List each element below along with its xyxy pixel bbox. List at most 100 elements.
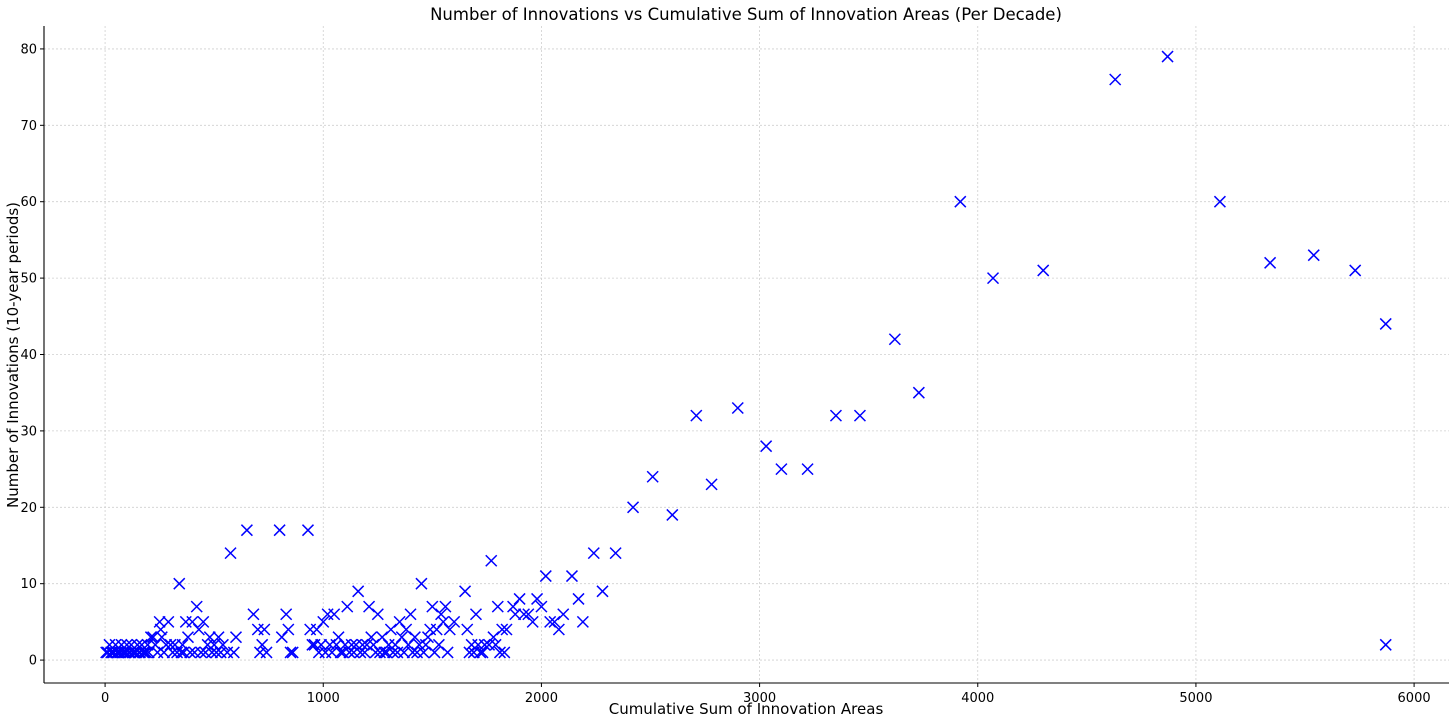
data-point [432, 638, 445, 651]
data-point [853, 409, 866, 422]
y-tick-label: 20 [20, 501, 37, 516]
data-point [609, 547, 622, 560]
data-point [705, 478, 718, 491]
data-point [400, 623, 413, 636]
data-point [151, 646, 164, 659]
data-point [888, 333, 901, 346]
data-point [330, 638, 343, 651]
data-point [138, 646, 151, 659]
data-point [459, 585, 472, 598]
data-point [627, 501, 640, 514]
data-point [500, 623, 513, 636]
data-point [539, 570, 552, 583]
data-point [493, 646, 507, 659]
data-point [334, 646, 347, 659]
data-point [282, 623, 295, 636]
data-point [1379, 638, 1392, 651]
data-point [402, 638, 415, 651]
data-point [251, 623, 264, 636]
data-point [352, 585, 365, 598]
data-point [535, 600, 548, 613]
data-point [247, 608, 260, 621]
data-point [332, 631, 345, 644]
data-point [421, 631, 435, 644]
data-point [476, 646, 489, 659]
x-tick-label: 6000 [1398, 691, 1431, 706]
x-axis-title: Cumulative Sum of Innovation Areas [609, 700, 884, 718]
data-point [393, 615, 406, 628]
data-point [406, 646, 419, 659]
data-point [227, 646, 240, 659]
data-point [552, 623, 565, 636]
data-point [275, 631, 288, 644]
data-point [544, 615, 557, 628]
data-point [358, 646, 371, 659]
data-point [157, 646, 171, 659]
x-tick-label: 5000 [1179, 691, 1212, 706]
data-point [280, 608, 293, 621]
data-point [310, 623, 323, 636]
data-point [380, 646, 393, 659]
data-point [557, 608, 570, 621]
data-point [1213, 195, 1226, 208]
data-point [354, 646, 367, 659]
data-point [284, 646, 297, 659]
data-point [666, 508, 679, 521]
data-point [160, 638, 173, 651]
data-point [646, 470, 659, 483]
data-point [485, 554, 498, 567]
data-point [587, 547, 600, 560]
data-point [498, 646, 511, 659]
data-point [1161, 50, 1174, 63]
data-point [448, 615, 461, 628]
data-point [137, 646, 150, 659]
data-point [441, 646, 454, 659]
data-point [369, 646, 382, 659]
data-point [216, 638, 229, 651]
data-point [426, 600, 439, 613]
data-point [437, 615, 450, 628]
axis-ticks: 0 1000 2000 3000 4000 5000 6000 0 10 20 30 40 50 60 70… [20, 42, 1430, 706]
data-point [229, 631, 243, 644]
data-point [162, 615, 175, 628]
data-point [478, 638, 491, 651]
data-point [775, 463, 788, 476]
data-point [474, 646, 487, 659]
data-point [509, 608, 522, 621]
data-point [286, 646, 299, 659]
data-point [192, 623, 205, 636]
data-point [142, 646, 155, 659]
data-point [365, 631, 378, 644]
chart-title: Number of Innovations vs Cumulative Sum … [430, 5, 1062, 24]
data-point [565, 570, 578, 583]
data-point [363, 600, 376, 613]
data-point [435, 608, 448, 621]
data-point [465, 638, 478, 651]
y-tick-label: 60 [20, 195, 37, 210]
data-point [304, 623, 317, 636]
data-point [439, 600, 452, 613]
data-point [367, 638, 380, 651]
data-point [328, 608, 341, 621]
y-tick-label: 30 [20, 424, 37, 439]
data-point [325, 646, 339, 659]
data-point [345, 638, 358, 651]
data-point [208, 638, 221, 651]
data-point [496, 623, 509, 636]
data-point [912, 386, 925, 399]
data-point [690, 409, 703, 422]
data-point [424, 623, 437, 636]
y-axis-title: Number of Innovations (10-year periods) [4, 202, 22, 508]
data-point [155, 631, 168, 644]
data-point [463, 646, 476, 659]
data-point [205, 646, 219, 659]
data-point [507, 600, 520, 613]
data-point [384, 623, 397, 636]
x-tick-label: 1000 [307, 691, 340, 706]
data-point [181, 631, 195, 644]
data-point [1109, 73, 1122, 86]
data-point [356, 638, 369, 651]
data-point [1037, 264, 1050, 277]
data-point [489, 638, 502, 651]
data-point [1349, 264, 1362, 277]
